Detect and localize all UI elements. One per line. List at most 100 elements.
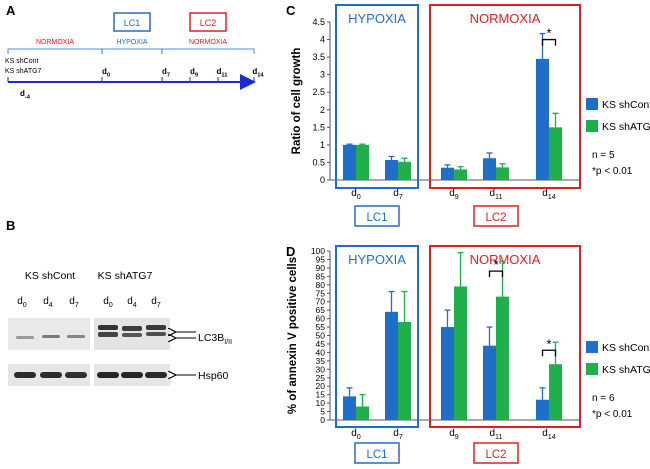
hsp60-label: Hsp60	[198, 370, 229, 382]
y-tick-label: 2	[320, 105, 325, 115]
y-axis-label: Ratio of cell growth	[291, 48, 303, 155]
lc1-label: LC1	[124, 18, 141, 28]
p-text: *p < 0.01	[592, 409, 633, 420]
y-tick-label: 85	[316, 271, 326, 281]
y-tick-label: 20	[316, 381, 326, 391]
panel-b-label: B	[6, 218, 15, 233]
timeline-day-label: d0	[102, 67, 110, 78]
lc1-label: LC1	[366, 212, 387, 224]
lc1-label: LC1	[366, 449, 387, 461]
lc3-band	[42, 335, 60, 338]
y-tick-label: 30	[316, 364, 326, 374]
significance-star: *	[493, 257, 498, 272]
chart-c: C Ratio of cell growth 0 0.5 1 1.5 2 2.5 3 3.5 4 4.…	[286, 3, 650, 227]
bar-shcont	[441, 167, 454, 180]
hsp60-band	[65, 372, 87, 378]
lc3-band	[122, 333, 142, 337]
bar-shcont	[536, 58, 549, 180]
y-tick-label: 60	[316, 314, 326, 324]
y-tick-label: 80	[316, 280, 326, 290]
lc3-band	[16, 336, 34, 339]
y-tick-label: 40	[316, 347, 326, 357]
blot-lane-label: d0	[17, 296, 27, 309]
timeline-day-label: d-4	[20, 89, 31, 100]
chart-d: D% of annexin V positive cells 0510152025…	[286, 244, 650, 464]
panel-a-label: A	[6, 3, 16, 18]
y-tick-label: 25	[316, 373, 326, 383]
y-tick-label: 4.5	[312, 17, 325, 27]
hypoxia-box	[335, 245, 419, 428]
lc2-box	[189, 12, 227, 32]
bar-shatg7	[549, 364, 562, 420]
blot-group-shcont: KS shCont	[25, 270, 75, 282]
significance-bracket	[488, 270, 504, 278]
lc3-band	[67, 335, 85, 338]
x-tick-label: d14	[542, 188, 556, 201]
lc3-label: LC3BI/II	[198, 332, 232, 346]
legend-swatch-shatg7	[586, 363, 598, 375]
panel-a: A LC1 LC2 NORMOXIA HYPOXIA NORMOXIA KS s…	[5, 3, 264, 100]
normoxia-box	[429, 4, 581, 189]
x-tick-label: d7	[393, 188, 403, 201]
y-tick-label: 2.5	[312, 87, 325, 97]
bar-shatg7	[454, 169, 467, 180]
hypoxia-label: HYPOXIA	[116, 39, 147, 46]
lc3-band	[146, 325, 166, 330]
lc3-blot-shcont	[8, 318, 90, 350]
bar-shatg7	[398, 161, 411, 180]
lc3-band	[98, 325, 118, 330]
y-tick-label: 65	[316, 305, 326, 315]
bar-shcont	[536, 399, 549, 420]
bar-shatg7	[454, 286, 467, 420]
bar-shatg7	[549, 127, 562, 180]
bar-shcont	[385, 311, 398, 420]
x-tick-label: d14	[542, 428, 556, 441]
normoxia-left-label: NORMOXIA	[36, 39, 74, 46]
timeline-day-label: d9	[190, 67, 198, 78]
hypoxia-title: HYPOXIA	[348, 11, 406, 26]
y-tick-label: 75	[316, 288, 326, 298]
legend-label: KS shCont	[602, 342, 650, 354]
legend-swatch-shcont	[586, 341, 598, 353]
blot-lanes: d0 d4 d7 d0 d4 d7	[17, 296, 161, 309]
blot-lane-label: d0	[103, 296, 113, 309]
lc2-label: LC2	[485, 449, 506, 461]
significance-star: *	[546, 26, 551, 41]
y-tick-label: 100	[311, 246, 325, 256]
hsp60-band	[97, 372, 119, 378]
hsp60-band	[121, 372, 143, 378]
normoxia-left-bracket	[7, 48, 103, 54]
lc2-box	[473, 442, 519, 464]
y-tick-label: 45	[316, 339, 326, 349]
blot-lane-label: d7	[151, 296, 161, 309]
bar-shatg7	[398, 321, 411, 420]
x-tick-label: d11	[489, 428, 502, 441]
lc2-label: LC2	[200, 18, 217, 28]
n-text: n = 6	[592, 393, 615, 404]
legend-label: KS shATG7	[602, 121, 650, 133]
bar-shcont	[483, 345, 496, 420]
bar-shatg7	[496, 296, 509, 420]
normoxia-right-bracket	[161, 48, 255, 54]
y-tick-label: 4	[320, 35, 325, 45]
hypoxia-title: HYPOXIA	[348, 252, 406, 267]
y-tick-label: 10	[316, 398, 326, 408]
y-tick-label: 70	[316, 297, 326, 307]
line-shcont: KS shCont	[5, 58, 39, 65]
bar-shcont	[343, 396, 356, 420]
significance-bracket	[541, 38, 557, 46]
hsp60-band	[40, 372, 62, 378]
lc1-box	[354, 205, 400, 227]
p-text: *p < 0.01	[592, 166, 633, 177]
y-tick-label: 35	[316, 356, 326, 366]
lc3-band	[98, 332, 118, 337]
y-tick-label: 0	[320, 175, 325, 185]
y-tick-label: 0	[320, 415, 325, 425]
legend-swatch-shatg7	[586, 120, 598, 132]
blot-lane-label: d4	[43, 296, 53, 309]
panel-b: B KS shCont KS shATG7 d0 d4 d7 d0 d4 d7 LC3BI…	[6, 218, 232, 386]
y-tick-label: 1	[320, 140, 325, 150]
timeline-day-label: d11	[217, 67, 229, 78]
lc3-band	[146, 332, 166, 336]
legend-label: KS shATG7	[602, 364, 650, 376]
